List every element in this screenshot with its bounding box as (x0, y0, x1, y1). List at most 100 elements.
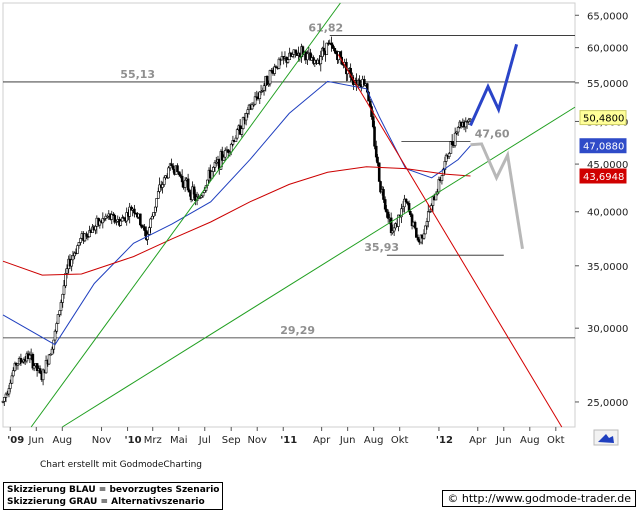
candle-body (179, 174, 182, 177)
candle-body (425, 221, 429, 227)
candle-body (434, 193, 438, 201)
grey-scenario-path (470, 142, 524, 250)
candle-body (44, 360, 48, 374)
x-tick-label: Aug (520, 435, 540, 446)
candle-body (153, 206, 157, 213)
candle-body (397, 214, 400, 227)
candle-body (291, 54, 294, 57)
y-tick-label: 35,0000 (587, 262, 628, 273)
last-value-badge (579, 168, 627, 184)
candle-body (38, 368, 42, 374)
candle-body (277, 58, 281, 69)
candle-body (143, 226, 146, 231)
candle-body (79, 238, 82, 243)
candle-body (258, 91, 262, 99)
candle-body (50, 348, 54, 355)
candle-body (334, 50, 338, 54)
x-tick-label: '11 (280, 435, 297, 446)
candle-body (133, 208, 136, 214)
candle-body (77, 242, 81, 246)
candle-body (253, 96, 257, 105)
candle-body (426, 211, 430, 222)
candle-body (62, 285, 66, 295)
candle-body (53, 330, 57, 341)
candle-body (259, 91, 263, 93)
candle-body (322, 47, 326, 52)
candle-body (32, 365, 36, 369)
candle-body (70, 259, 73, 267)
moving-average-line (2, 166, 471, 276)
candle-body (2, 397, 6, 402)
trendline (337, 54, 563, 428)
candle-body (188, 189, 191, 193)
x-tick-label: Jun (27, 435, 44, 446)
candle-body (183, 179, 187, 188)
x-tick-label: Mai (170, 435, 188, 446)
candle-body (64, 273, 68, 287)
candle-body (110, 214, 114, 220)
candle-body (229, 144, 233, 153)
last-value-label: 43,6948 (583, 172, 624, 183)
candle-body (140, 224, 143, 228)
candle-body (416, 237, 420, 241)
last-value-label: 50,4800 (583, 114, 624, 125)
candle-body (150, 215, 154, 220)
last-value-label: 47,0880 (583, 142, 624, 153)
candle-body (211, 167, 215, 172)
level-label: 55,13 (120, 68, 155, 81)
candle-body (161, 184, 164, 188)
candle-body (391, 230, 394, 233)
last-value-badge (579, 110, 627, 126)
x-tick-label: Apr (469, 435, 487, 446)
candle-body (371, 116, 375, 128)
chart-nav-icon[interactable] (593, 429, 619, 446)
candle-body (8, 382, 12, 389)
candle-body (234, 137, 238, 142)
candle-body (210, 171, 214, 179)
candle-body (171, 165, 175, 170)
candle-body (148, 227, 151, 235)
plot-area (2, 2, 576, 428)
x-tick-label: '10 (125, 435, 142, 446)
candle-body (41, 369, 45, 381)
candle-body (450, 141, 454, 145)
candle-body (222, 156, 226, 161)
candle-body (386, 211, 390, 219)
candle-body (382, 189, 385, 200)
candle-body (7, 388, 11, 395)
source-url: http://www.godmode-trader.de (461, 492, 631, 505)
candle-body (170, 163, 173, 167)
candle-body (76, 245, 79, 254)
y-tick-label: 60,0000 (587, 44, 628, 55)
candle-body (250, 103, 254, 110)
candle-body (262, 85, 266, 91)
x-tick-label: Sep (222, 435, 241, 446)
candle-body (376, 156, 379, 164)
candle-body (331, 44, 335, 49)
x-tick-label: Nov (247, 435, 267, 446)
y-tick-label: 25,0000 (587, 398, 628, 409)
candle-body (404, 198, 408, 203)
x-tick-label: Aug (364, 435, 384, 446)
candle-body (61, 293, 65, 303)
candle-body (241, 117, 245, 129)
candle-body (333, 47, 336, 52)
horizontal-levels: 61,82 55,13 47,60 35,93 29,29 (3, 22, 575, 339)
candle-body (235, 129, 239, 139)
candle-body (325, 42, 329, 55)
x-tick-label: Jun (495, 435, 512, 446)
source-link[interactable]: © http://www.godmode-trader.de (442, 490, 636, 507)
candle-body (180, 175, 184, 183)
candle-body (125, 212, 128, 222)
candle-body (47, 354, 51, 365)
candle-body (152, 212, 155, 217)
x-axis: '09 Jun Aug Nov '10 Mrz Mai Jul Sep Nov '11 Apr Jun A… (7, 427, 565, 446)
x-tick-label: Jul (198, 435, 211, 446)
candle-body (415, 227, 418, 238)
candle-body (55, 323, 59, 332)
x-tick-label: Apr (313, 435, 331, 446)
candle-body (220, 151, 224, 161)
candle-body (59, 302, 63, 311)
candle-body (358, 79, 361, 86)
candle-body (444, 154, 448, 162)
